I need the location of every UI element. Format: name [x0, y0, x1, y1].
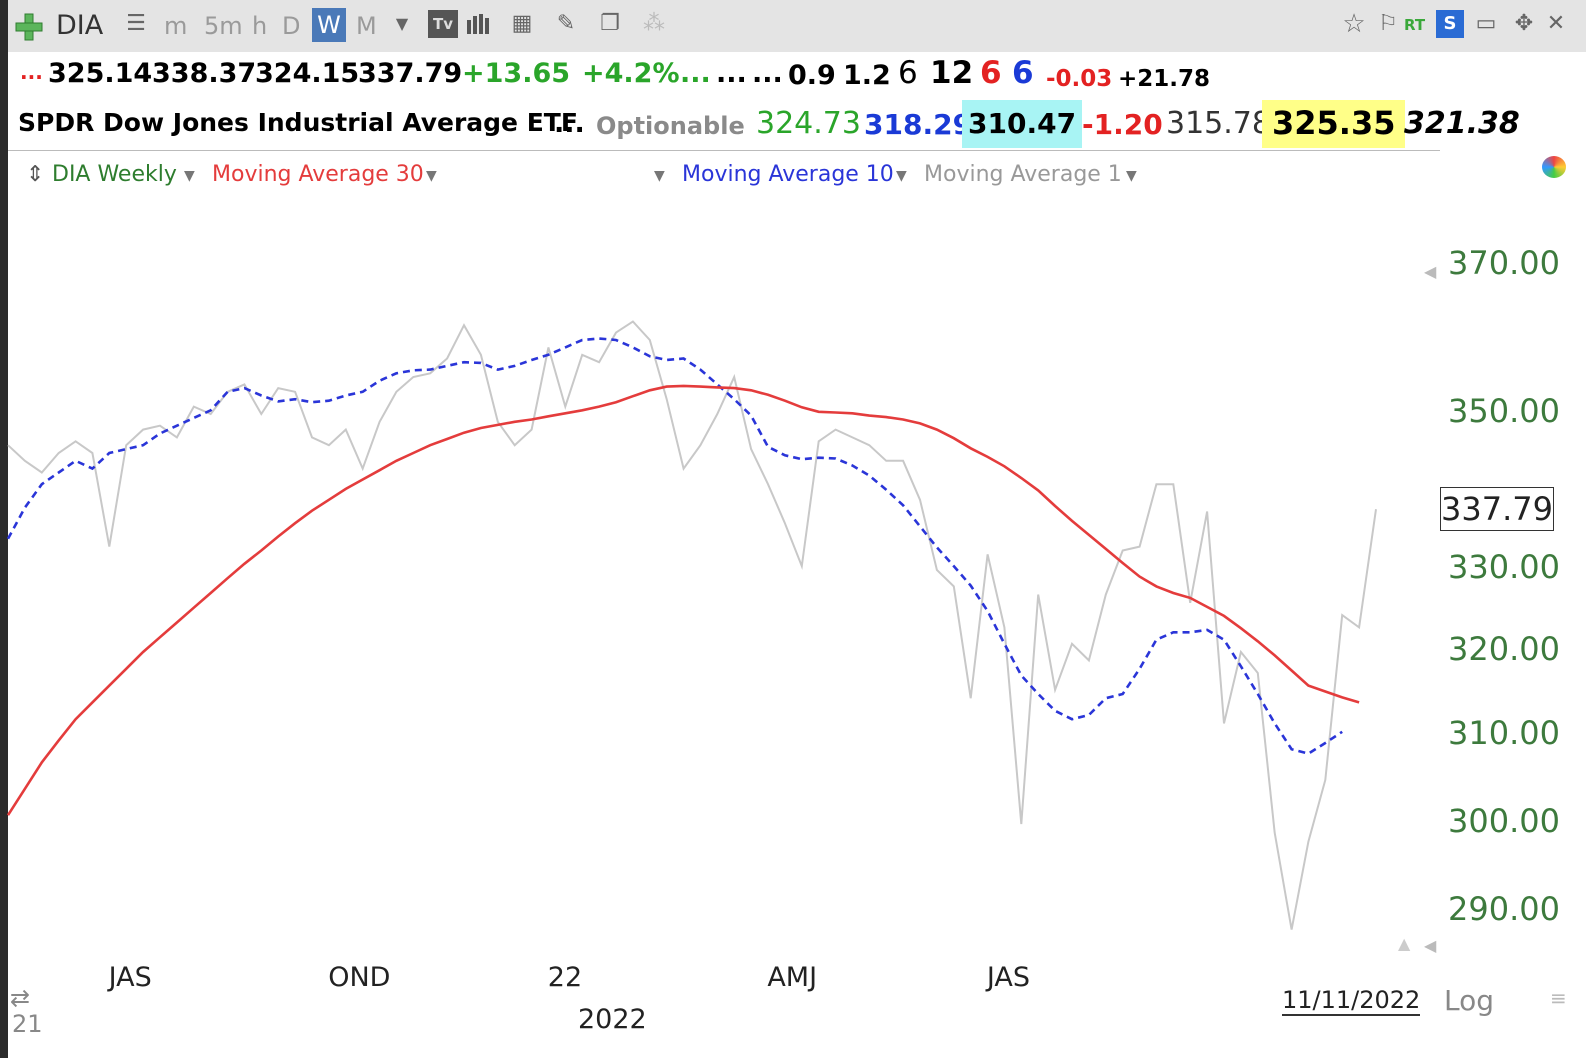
bar-chart-icon[interactable]	[464, 10, 492, 38]
last-price-label: 337.79	[1440, 487, 1554, 532]
text-tool-icon[interactable]: Tv	[428, 10, 458, 38]
scroll-down-icon[interactable]: ◀	[1424, 936, 1437, 955]
quote-open: 325.14	[48, 58, 153, 89]
price-3: 310.47	[962, 100, 1083, 148]
series-line-moving-average-30	[6, 384, 1360, 816]
save-icon[interactable]: ▭	[1475, 11, 1497, 36]
interval-m[interactable]: m	[164, 12, 188, 40]
share-icon[interactable]: ⁂	[643, 11, 665, 36]
quote-v6: 6	[1012, 55, 1034, 91]
add-symbol-icon[interactable]	[14, 12, 44, 42]
price-1: 324.73	[756, 106, 861, 141]
quote-v4: 12	[930, 55, 974, 91]
y-tick-label: 310.00	[1448, 714, 1560, 752]
chevron-down-icon[interactable]: ▼	[184, 168, 195, 184]
move-icon[interactable]: ✥	[1514, 11, 1534, 36]
interval-d[interactable]: D	[282, 12, 301, 40]
chevron-down-icon[interactable]: ▼	[395, 14, 409, 33]
quote-dots-3: ...	[752, 58, 783, 89]
scroll-arrows-icon[interactable]: ⇄	[10, 984, 31, 1012]
scroll-up-icon[interactable]: ◀	[1424, 262, 1437, 281]
x-tick-label: JAS	[108, 962, 152, 993]
chevron-down-icon[interactable]: ▼	[654, 168, 665, 184]
legend-ma30[interactable]: Moving Average 30	[212, 162, 424, 187]
optionable-label: Optionable	[596, 112, 745, 140]
quote-v8: +21.78	[1118, 66, 1211, 92]
quote-low: 324.15	[255, 58, 360, 89]
symbol-field[interactable]: DIA	[56, 10, 104, 41]
interval-month[interactable]: M	[356, 12, 377, 40]
price-6: 325.35	[1262, 100, 1406, 148]
y-tick-label: 350.00	[1448, 392, 1560, 430]
chevron-down-icon[interactable]: ▼	[1126, 168, 1137, 184]
list-icon[interactable]: ☰	[126, 11, 146, 36]
legend-ma10[interactable]: Moving Average 10	[682, 162, 894, 187]
interval-5m[interactable]: 5m	[204, 12, 243, 40]
price-5: 315.78	[1166, 106, 1271, 141]
pencil-icon[interactable]: ✎	[556, 11, 576, 36]
price-4: -1.20	[1082, 108, 1163, 141]
quote-v5: 6	[980, 55, 1002, 91]
y-tick-label: 330.00	[1448, 548, 1560, 586]
etf-name: SPDR Dow Jones Industrial Average ETF	[18, 108, 578, 137]
log-toggle[interactable]: Log	[1444, 984, 1495, 1017]
quote-change: +13.65	[462, 58, 571, 89]
triangle-up-icon[interactable]: ▲	[1398, 934, 1411, 953]
legend-series[interactable]: DIA Weekly	[52, 162, 177, 187]
chevron-down-icon[interactable]: ▼	[896, 168, 907, 184]
legend-ma1[interactable]: Moving Average 1	[924, 162, 1122, 187]
chart-top-border	[8, 150, 1440, 151]
quote-v3: 6	[898, 55, 918, 91]
quote-dots-2: ...	[716, 58, 747, 89]
quote-dots-1: ...	[680, 58, 711, 89]
quote-v7: -0.03	[1046, 66, 1113, 92]
x-tick-label: AMJ	[767, 962, 818, 993]
x-year-label: 2022	[578, 1004, 647, 1035]
y-tick-label: 320.00	[1448, 630, 1560, 668]
quote-v1: 0.9	[788, 60, 836, 91]
quote-high: 338.37	[152, 58, 257, 89]
quote-lead: ...	[20, 60, 43, 84]
y-tick-label: 290.00	[1448, 890, 1560, 928]
x-tick-label: JAS	[986, 962, 1030, 993]
series-line-moving-average-1	[7, 320, 1377, 930]
interval-h[interactable]: h	[252, 12, 268, 40]
quote-row-1: ... 325.14 338.37 324.15 337.79 +13.65 +…	[0, 52, 1586, 100]
legend-updown-icon[interactable]: ⇕	[26, 162, 45, 187]
quote-dots-4: ...	[554, 108, 585, 139]
y-tick-label: 300.00	[1448, 802, 1560, 840]
quote-change-pct: +4.2%	[582, 58, 680, 89]
flag-icon[interactable]: ⚐	[1378, 11, 1398, 36]
toolbar: DIA ☰ m 5m h D W M ▼ Tv ▦ ✎ ❐ ⁂ ☆ ⚐ RT S…	[0, 0, 1586, 53]
quote-close: 337.79	[358, 58, 463, 89]
star-icon[interactable]: ☆	[1342, 9, 1366, 39]
series-line-moving-average-10	[6, 337, 1343, 756]
price-2: 318.29	[864, 108, 973, 141]
quote-v2: 1.2	[843, 60, 891, 91]
left-border	[0, 0, 8, 1058]
grid-table-icon[interactable]: ▦	[511, 11, 533, 36]
y-tick-label: 370.00	[1448, 244, 1560, 282]
quote-row-2: SPDR Dow Jones Industrial Average ETF ..…	[0, 100, 1586, 150]
x-tick-label: OND	[328, 962, 391, 993]
scan-icon[interactable]: S	[1436, 10, 1464, 38]
interval-w[interactable]: W	[312, 8, 346, 42]
rt-label[interactable]: RT	[1404, 16, 1426, 34]
menu-icon[interactable]: ≡	[1550, 986, 1567, 1010]
left-year-label: 21	[12, 1010, 43, 1038]
palette-icon[interactable]	[1542, 156, 1566, 178]
x-tick-label: 22	[547, 962, 583, 993]
date-label[interactable]: 11/11/2022	[1282, 986, 1421, 1016]
close-icon[interactable]: ✕	[1546, 11, 1566, 36]
price-7: 321.38	[1404, 106, 1520, 141]
layout-icon[interactable]: ❐	[600, 11, 620, 36]
chevron-down-icon[interactable]: ▼	[426, 168, 437, 184]
